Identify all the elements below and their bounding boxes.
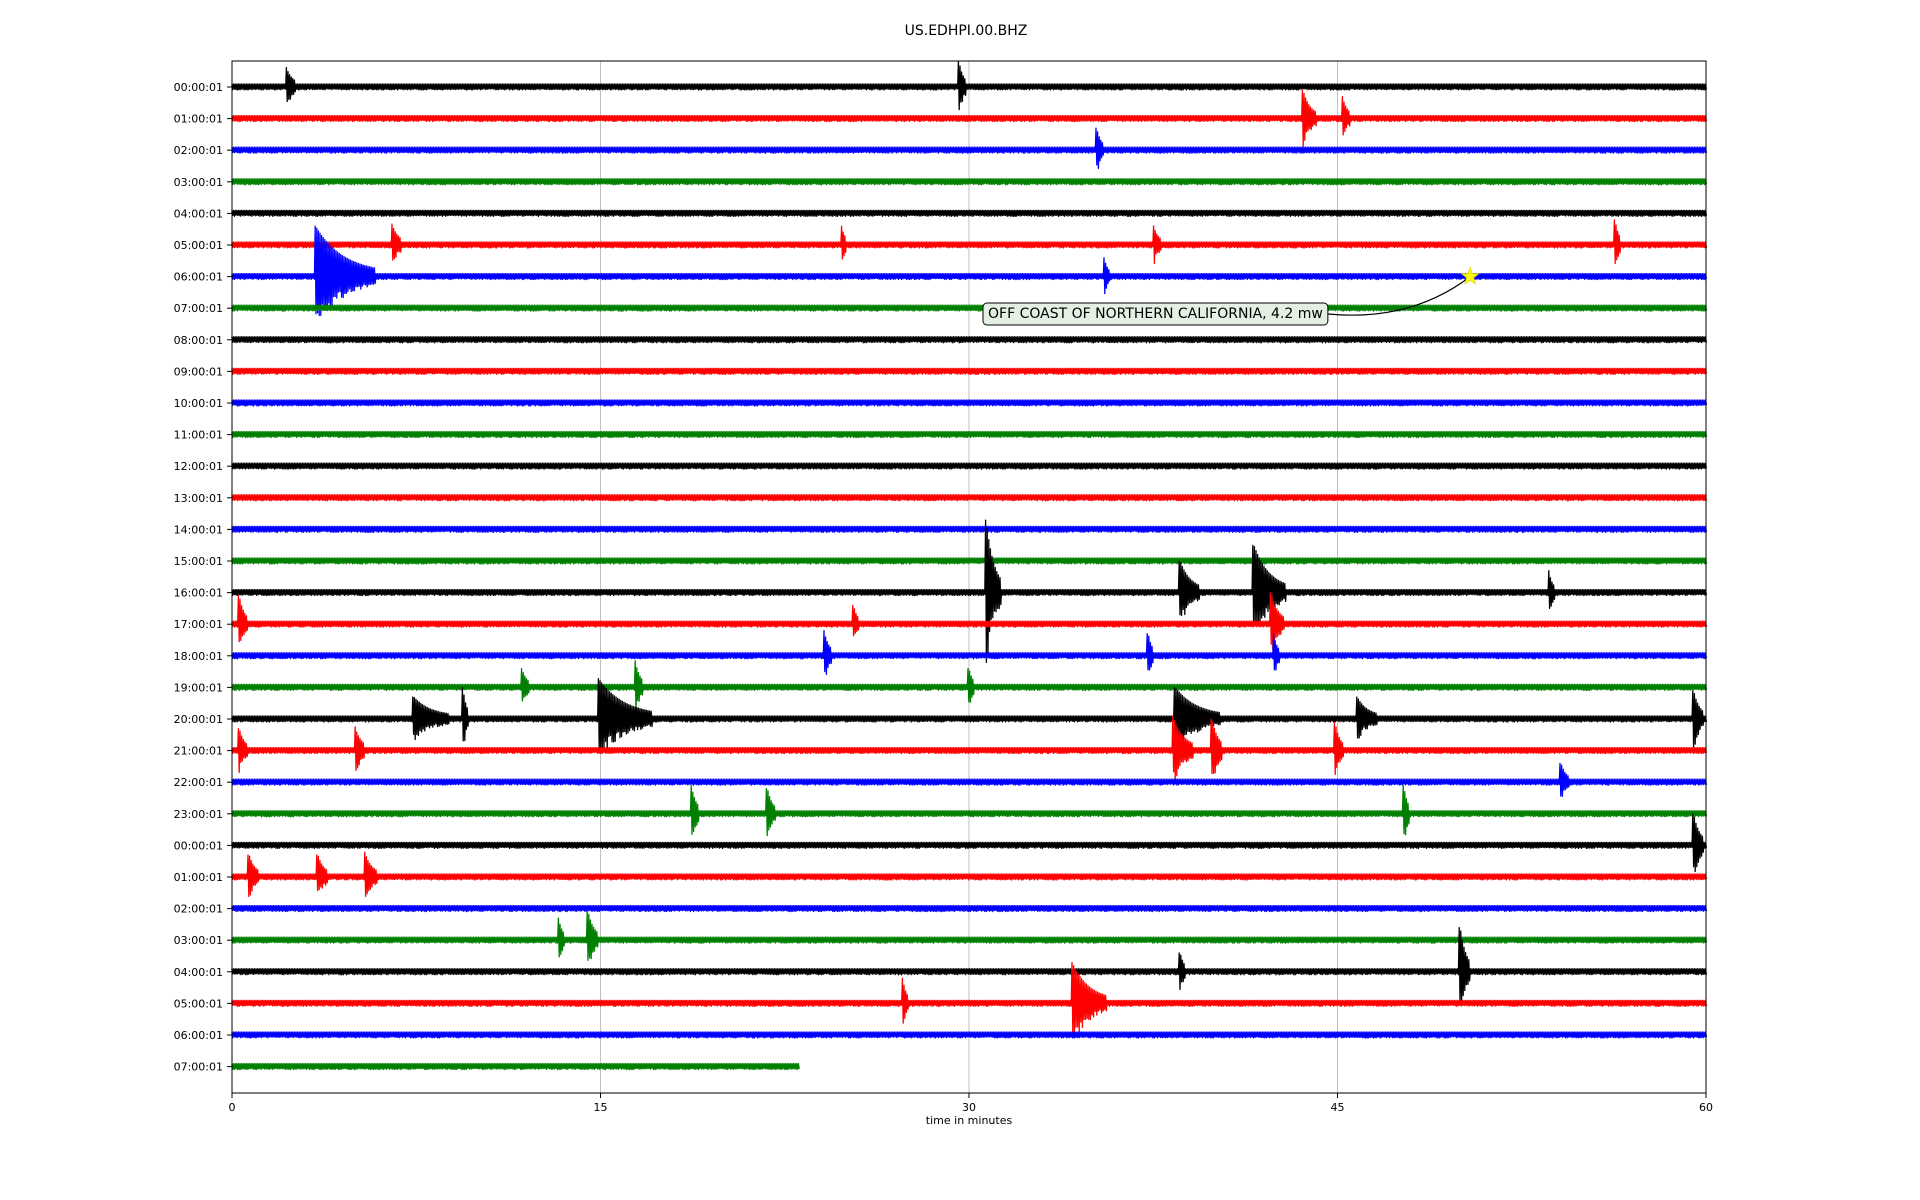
trace-14 [231, 525, 1708, 534]
trace-3 [231, 178, 1708, 186]
y-tick-label-24: 00:00:01 [174, 839, 223, 852]
y-tick-label-3: 03:00:01 [174, 176, 223, 189]
y-tick-label-2: 02:00:01 [174, 144, 223, 157]
trace-2 [231, 127, 1708, 170]
trace-0 [231, 61, 1708, 111]
y-tick-label-17: 17:00:01 [174, 618, 223, 631]
y-tick-label-27: 03:00:01 [174, 934, 223, 947]
y-tick-label-14: 14:00:01 [174, 523, 223, 536]
event-annotations: OFF COAST OF NORTHERN CALIFORNIA, 4.2 mw [982, 266, 1480, 326]
vertical-gridlines [600, 61, 1338, 1093]
y-tick-label-23: 23:00:01 [174, 808, 223, 821]
y-tick-label-1: 01:00:01 [174, 113, 223, 126]
trace-1 [231, 89, 1708, 147]
y-tick-label-25: 01:00:01 [174, 871, 223, 884]
trace-23 [231, 784, 1708, 837]
y-tick-label-4: 04:00:01 [174, 207, 223, 220]
trace-26 [231, 904, 1708, 913]
y-tick-label-26: 02:00:01 [174, 903, 223, 916]
seismogram-traces [231, 61, 1708, 1071]
trace-21 [231, 715, 1708, 781]
trace-7 [231, 304, 1708, 312]
x-tick-label-3: 45 [1331, 1101, 1345, 1114]
trace-13 [231, 494, 1708, 502]
y-tick-label-30: 06:00:01 [174, 1029, 223, 1042]
y-tick-label-6: 06:00:01 [174, 271, 223, 284]
chart-title: US.EDHPI.00.BHZ [905, 23, 1028, 39]
trace-28 [231, 927, 1708, 1007]
trace-time-labels: 00:00:01 01:00:01 02:00:01 03:00:01 04:00:01… [174, 81, 232, 1074]
x-tick-label-4: 60 [1699, 1101, 1713, 1114]
y-tick-label-28: 04:00:01 [174, 966, 223, 979]
trace-20 [231, 677, 1708, 754]
x-tick-label-1: 15 [594, 1101, 608, 1114]
y-tick-label-12: 12:00:01 [174, 460, 223, 473]
y-tick-label-16: 16:00:01 [174, 587, 223, 600]
x-axis-label: time in minutes [926, 1114, 1013, 1127]
trace-5 [231, 219, 1708, 265]
event-annotation-label-0: OFF COAST OF NORTHERN CALIFORNIA, 4.2 mw [988, 306, 1323, 322]
y-tick-label-15: 15:00:01 [174, 555, 223, 568]
trace-29 [231, 961, 1708, 1036]
trace-4 [231, 209, 1708, 218]
trace-11 [231, 430, 1708, 439]
trace-30 [231, 1031, 1708, 1039]
y-tick-label-13: 13:00:01 [174, 492, 223, 505]
y-tick-label-20: 20:00:01 [174, 713, 223, 726]
y-tick-label-7: 07:00:01 [174, 302, 223, 315]
y-tick-label-22: 22:00:01 [174, 776, 223, 789]
y-tick-label-0: 00:00:01 [174, 81, 223, 94]
trace-22 [231, 762, 1708, 797]
event-annotation-box-0 [982, 302, 1329, 326]
y-tick-label-21: 21:00:01 [174, 745, 223, 758]
trace-24 [231, 813, 1708, 873]
y-tick-label-31: 07:00:01 [174, 1061, 223, 1074]
trace-9 [231, 367, 1708, 376]
y-tick-label-29: 05:00:01 [174, 997, 223, 1010]
event-star-marker-0 [1460, 266, 1480, 285]
y-tick-label-8: 08:00:01 [174, 334, 223, 347]
trace-19 [231, 660, 1708, 714]
trace-16 [231, 519, 1708, 663]
trace-6 [231, 225, 1708, 317]
event-annotation-connector-0 [1327, 276, 1471, 316]
trace-10 [231, 399, 1708, 407]
x-tick-label-2: 30 [962, 1101, 976, 1114]
trace-15 [231, 557, 1708, 565]
x-tick-label-0: 0 [229, 1101, 236, 1114]
trace-17 [231, 592, 1708, 651]
trace-18 [231, 630, 1708, 675]
trace-12 [231, 462, 1708, 470]
y-tick-label-18: 18:00:01 [174, 650, 223, 663]
trace-25 [231, 851, 1708, 898]
trace-31 [231, 1062, 800, 1071]
y-tick-label-5: 05:00:01 [174, 239, 223, 252]
y-tick-label-10: 10:00:01 [174, 397, 223, 410]
x-axis-ticks: 0 15 30 45 60 [229, 1093, 1713, 1114]
y-tick-label-9: 09:00:01 [174, 365, 223, 378]
y-tick-label-11: 11:00:01 [174, 429, 223, 442]
y-tick-label-19: 19:00:01 [174, 681, 223, 694]
trace-8 [231, 336, 1708, 344]
